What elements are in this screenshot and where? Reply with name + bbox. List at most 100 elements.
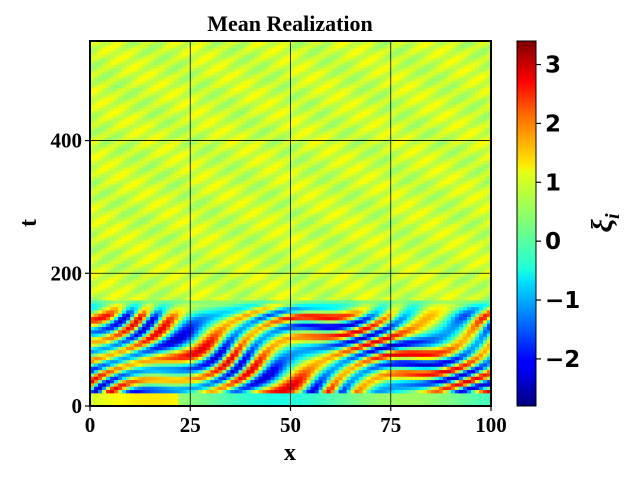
- heatmap-cell: [458, 392, 464, 397]
- heatmap-cell: [162, 303, 167, 308]
- heatmap-cell: [474, 352, 480, 357]
- heatmap-cell: [322, 342, 328, 347]
- heatmap-cell: [242, 349, 247, 354]
- heatmap-cell: [362, 339, 368, 344]
- heatmap-cell: [434, 349, 440, 354]
- heatmap-cell: [174, 359, 179, 364]
- heatmap-cell: [486, 346, 491, 351]
- heatmap-cell: [238, 309, 243, 314]
- heatmap-cell: [182, 362, 187, 367]
- heatmap-cell: [414, 392, 420, 397]
- heatmap-cell: [262, 396, 268, 400]
- heatmap-cell: [302, 316, 308, 321]
- heatmap-cell: [258, 379, 264, 384]
- heatmap-cell: [102, 369, 107, 374]
- heatmap-cell: [454, 316, 460, 321]
- heatmap-cell: [426, 359, 432, 364]
- heatmap-cell: [170, 329, 175, 334]
- heatmap-cell: [118, 396, 123, 400]
- heatmap-cell: [146, 346, 151, 351]
- heatmap-cell: [294, 303, 300, 308]
- heatmap-cell: [294, 402, 300, 406]
- heatmap-cell: [90, 296, 95, 301]
- heatmap-cell: [226, 399, 231, 404]
- heatmap-cell: [482, 382, 488, 387]
- heatmap-cell: [94, 293, 99, 298]
- heatmap-cell: [338, 303, 344, 308]
- heatmap-cell: [486, 342, 491, 347]
- heatmap-cell: [94, 386, 99, 391]
- heatmap-cell: [226, 396, 231, 400]
- heatmap-cell: [162, 389, 167, 394]
- heatmap-cell: [166, 379, 171, 384]
- heatmap-cell: [206, 379, 211, 384]
- heatmap-cell: [314, 359, 320, 364]
- heatmap-cell: [418, 316, 424, 321]
- heatmap-cell: [358, 329, 364, 334]
- heatmap-cell: [274, 289, 280, 294]
- heatmap-cell: [126, 299, 131, 304]
- heatmap-cell: [110, 296, 115, 301]
- heatmap-cell: [130, 389, 135, 394]
- heatmap-cell: [326, 346, 332, 351]
- heatmap-cell: [158, 303, 163, 308]
- heatmap-cell: [246, 296, 251, 301]
- heatmap-cell: [370, 316, 376, 321]
- heatmap-cell: [458, 346, 464, 351]
- heatmap-cell: [386, 296, 392, 301]
- heatmap-cell: [478, 316, 484, 321]
- heatmap-cell: [110, 376, 115, 381]
- heatmap-cell: [406, 293, 412, 298]
- heatmap-cell: [134, 359, 139, 364]
- heatmap-cell: [478, 346, 484, 351]
- heatmap-cell: [314, 346, 320, 351]
- heatmap-cell: [406, 316, 412, 321]
- heatmap-cell: [370, 299, 376, 304]
- heatmap-cell: [302, 349, 308, 354]
- heatmap-cell: [118, 323, 123, 327]
- heatmap-cell: [354, 369, 360, 374]
- heatmap-cell: [446, 399, 452, 404]
- heatmap-cell: [126, 296, 131, 301]
- heatmap-cell: [162, 293, 167, 298]
- heatmap-cell: [202, 396, 207, 400]
- heatmap-cell: [342, 362, 348, 367]
- heatmap-cell: [270, 362, 276, 367]
- heatmap-cell: [414, 309, 420, 314]
- heatmap-cell: [174, 319, 179, 324]
- heatmap-cell: [194, 336, 199, 341]
- heatmap-cell: [246, 392, 251, 397]
- heatmap-cell: [446, 352, 452, 357]
- heatmap-cell: [398, 323, 404, 327]
- heatmap-cell: [382, 389, 388, 394]
- heatmap-cell: [482, 359, 488, 364]
- heatmap-cell: [414, 379, 420, 384]
- heatmap-cell: [430, 402, 436, 406]
- heatmap-cell: [342, 396, 348, 400]
- heatmap-cell: [198, 299, 203, 304]
- heatmap-cell: [170, 309, 175, 314]
- heatmap-cell: [226, 362, 231, 367]
- heatmap-cell: [350, 372, 356, 377]
- heatmap-cell: [466, 392, 472, 397]
- heatmap-cell: [318, 319, 324, 324]
- heatmap-cell: [426, 309, 432, 314]
- heatmap-cell: [482, 342, 488, 347]
- heatmap-cell: [134, 372, 139, 377]
- heatmap-cell: [218, 386, 223, 391]
- heatmap-cell: [230, 382, 235, 387]
- heatmap-cell: [270, 326, 276, 331]
- heatmap-cell: [322, 303, 328, 308]
- heatmap-cell: [398, 316, 404, 321]
- heatmap-cell: [438, 359, 444, 364]
- heatmap-cell: [218, 329, 223, 334]
- heatmap-cell: [258, 309, 264, 314]
- heatmap-cell: [434, 399, 440, 404]
- heatmap-cell: [358, 362, 364, 367]
- heatmap-cell: [190, 376, 195, 381]
- heatmap-cell: [238, 349, 243, 354]
- heatmap-cell: [90, 309, 95, 314]
- heatmap-cell: [398, 349, 404, 354]
- heatmap-cell: [202, 319, 207, 324]
- heatmap-cell: [94, 339, 99, 344]
